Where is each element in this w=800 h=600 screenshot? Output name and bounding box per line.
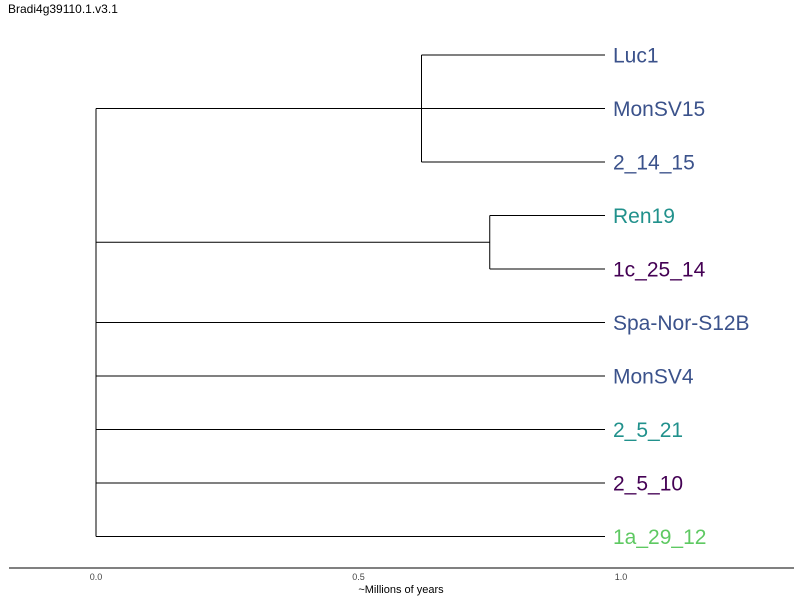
leaf-label: Ren19 [613, 205, 675, 228]
leaf-label: Spa-Nor-S12B [613, 312, 750, 335]
time-axis: 0.0 0.5 1.0 ~Millions of years [9, 567, 794, 596]
tick-label: 0.0 [90, 572, 103, 582]
leaf-labels: Luc1 MonSV15 2_14_15 Ren19 1c_25_14 Spa-Nor-S… [613, 45, 750, 550]
leaf-label: 1c_25_14 [613, 259, 706, 282]
leaf-label: 2_5_21 [613, 419, 683, 442]
leaf-label: 1a_29_12 [613, 526, 706, 549]
tick-label: 0.5 [352, 572, 365, 582]
tree-branches [95, 54, 605, 537]
tree-title: Bradi4g39110.1.v3.1 [8, 2, 118, 16]
axis-title: ~Millions of years [358, 584, 444, 596]
axis-ticks: 0.0 0.5 1.0 [90, 572, 628, 582]
leaf-label: Luc1 [613, 45, 659, 68]
leaf-label: MonSV4 [613, 366, 694, 389]
leaf-label: MonSV15 [613, 98, 705, 121]
leaf-label: 2_14_15 [613, 152, 695, 175]
tick-label: 1.0 [615, 572, 628, 582]
leaf-label: 2_5_10 [613, 473, 683, 496]
